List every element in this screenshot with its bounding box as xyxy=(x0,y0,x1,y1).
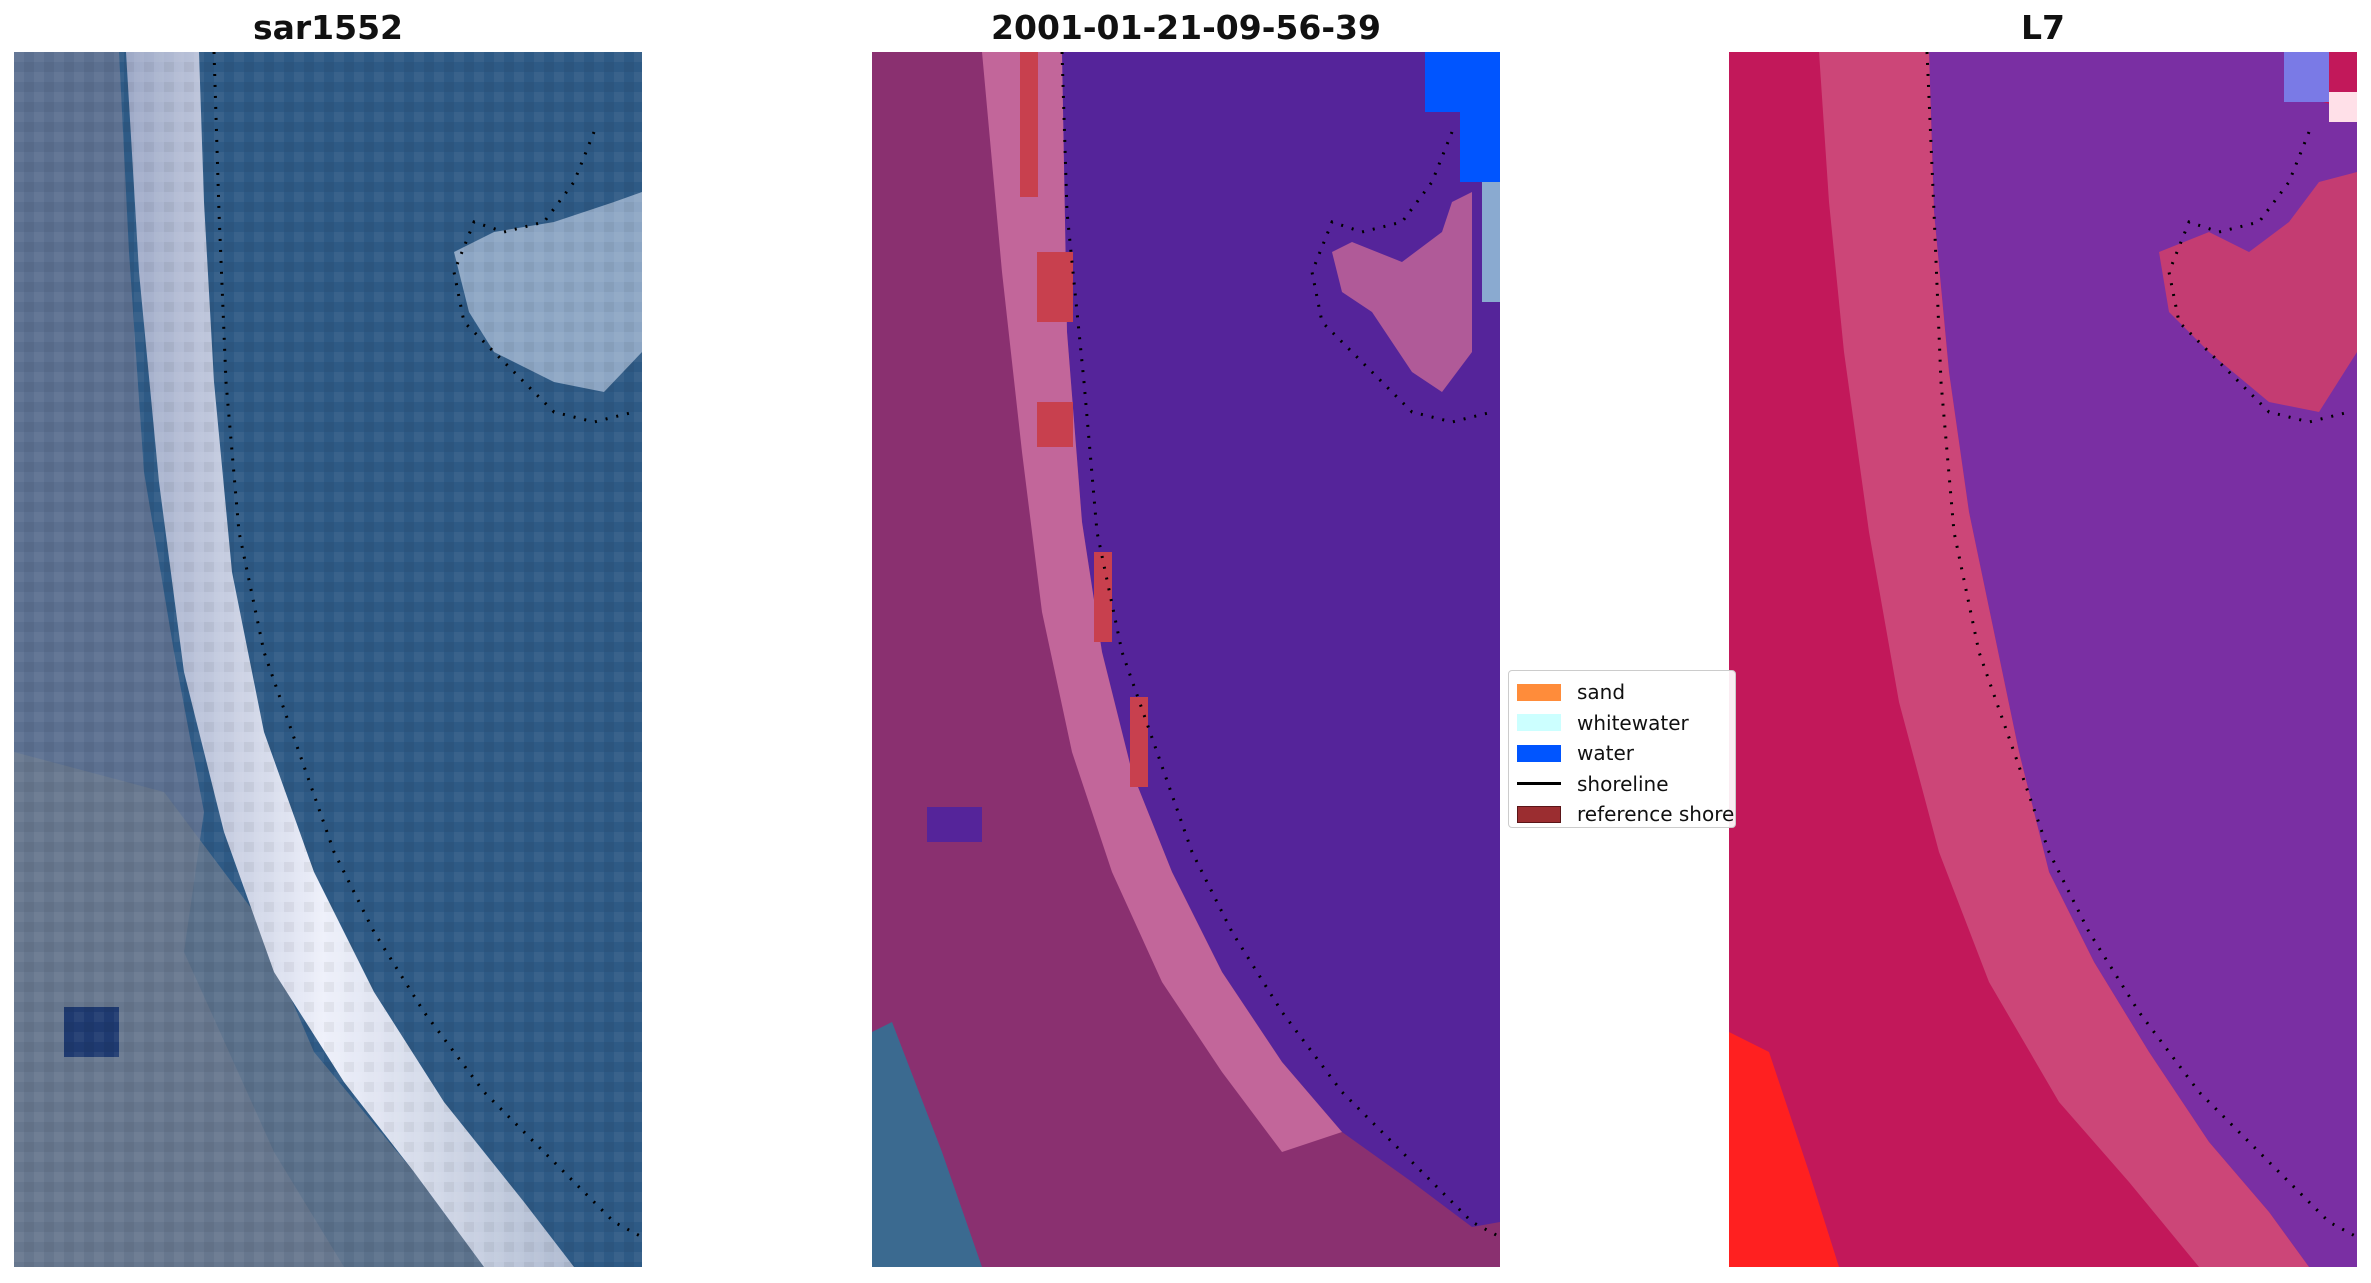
legend-label: whitewater xyxy=(1577,710,1689,735)
legend-label: water xyxy=(1577,741,1634,766)
water-class-square xyxy=(927,807,982,842)
beach-class-strip xyxy=(982,52,1342,1152)
reference-shoreline-patch-1 xyxy=(1020,52,1038,197)
l7-bright-red-corner xyxy=(1729,1032,1839,1267)
lower-left-water-class xyxy=(872,1022,982,1267)
shoreline-line xyxy=(1060,52,1500,1239)
legend-item-reference-shoreline: reference shoreline xyxy=(1509,799,1735,827)
whitewater-class-patch xyxy=(1482,182,1500,302)
legend-item-sand: sand xyxy=(1509,677,1735,708)
legend-item-shoreline: shoreline xyxy=(1509,769,1735,800)
legend-item-whitewater: whitewater xyxy=(1509,708,1735,739)
reference-shoreline-patch-5 xyxy=(1130,697,1148,787)
shoreline-line xyxy=(1925,52,2357,1239)
panel-title-l7: L7 xyxy=(2021,8,2065,47)
l7-panel xyxy=(1729,52,2357,1267)
rgb-image-panel xyxy=(14,52,642,1267)
legend-swatch-sand xyxy=(1517,683,1561,701)
reference-shoreline-patch-2 xyxy=(1037,252,1073,322)
legend-item-water: water xyxy=(1509,738,1735,769)
panel-title-classification: 2001-01-21-09-56-39 xyxy=(991,8,1381,47)
shoreline-line xyxy=(212,52,642,1239)
water-class-patch-2 xyxy=(1460,112,1500,182)
l7-image xyxy=(1729,52,2357,1267)
sand-bar-class xyxy=(1332,192,1472,392)
legend-swatch-reference-shoreline xyxy=(1517,805,1561,823)
classification-panel xyxy=(872,52,1500,1267)
legend: sand whitewater water shoreline referenc… xyxy=(1508,670,1736,828)
l7-beach-band xyxy=(1819,52,2309,1267)
legend-swatch-water xyxy=(1517,744,1561,762)
legend-swatch-whitewater xyxy=(1517,714,1561,732)
l7-sand-bar xyxy=(2159,172,2357,412)
rgb-image xyxy=(14,52,642,1267)
classification-image xyxy=(872,52,1500,1267)
l7-white-patch xyxy=(2329,92,2357,122)
water-class-patch-1 xyxy=(1425,52,1500,112)
reference-shoreline-patch-4 xyxy=(1094,552,1112,642)
legend-label: reference shoreline xyxy=(1577,802,1735,827)
legend-label: shoreline xyxy=(1577,771,1669,796)
reference-shoreline-patch-3 xyxy=(1037,402,1073,447)
legend-line-shoreline xyxy=(1517,782,1561,786)
panel-title-rgb: sar1552 xyxy=(252,8,404,47)
water-mask xyxy=(1062,52,1500,1227)
l7-blue-patch xyxy=(2284,52,2329,102)
legend-label: sand xyxy=(1577,680,1626,705)
